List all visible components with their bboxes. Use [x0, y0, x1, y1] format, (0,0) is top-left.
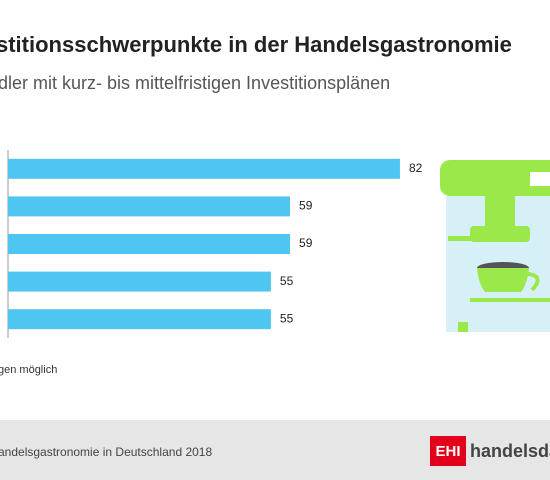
source: andelsgastronomie in Deutschland 2018: [0, 445, 212, 459]
chart-title: stitionsschwerpunkte in der Handelsgastr…: [0, 32, 512, 57]
value-label: 59: [299, 199, 313, 213]
value-label: 55: [280, 274, 294, 288]
bar: [8, 158, 400, 179]
value-label: 55: [280, 311, 294, 325]
bar: [8, 196, 291, 217]
logo-box: [430, 436, 466, 466]
logo-text: handelsdaten.: [470, 441, 550, 461]
bar: [8, 271, 271, 292]
logo-mark: EHI: [435, 443, 460, 460]
value-label: 82: [409, 161, 423, 175]
chart-subtitle: dler mit kurz- bis mittelfristigen Inves…: [0, 73, 390, 93]
bar: [8, 309, 271, 330]
bar: [8, 234, 291, 254]
coffee-machine: [440, 160, 550, 332]
value-label: 59: [299, 236, 313, 250]
footnote: gen möglich: [0, 364, 57, 376]
